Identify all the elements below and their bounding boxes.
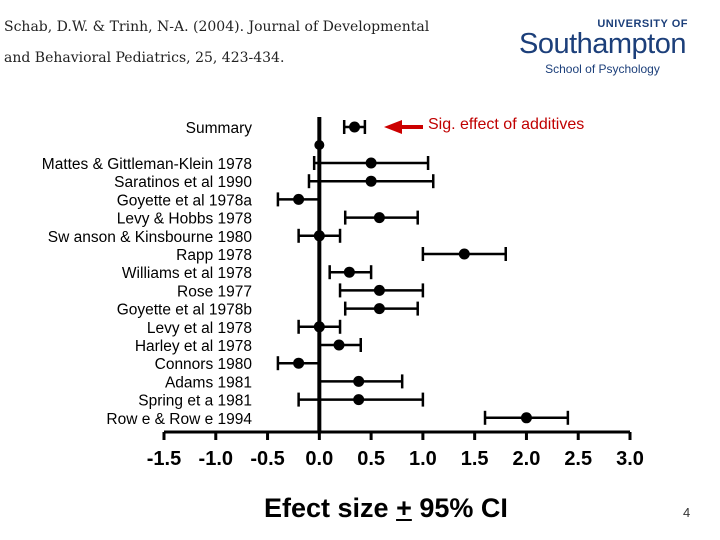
annotation-arrow-head <box>384 120 402 134</box>
study-point <box>313 230 325 242</box>
x-tick-label: -0.5 <box>250 448 284 470</box>
x-axis-label-rest: 95% CI <box>411 493 508 523</box>
x-axis-label-main: Efect size <box>264 493 397 523</box>
study-label: Row e & Row e 1994 <box>106 411 252 428</box>
study-point <box>293 357 305 369</box>
study-point <box>365 175 377 187</box>
study-label: Mattes & Gittleman-Klein 1978 <box>42 156 252 173</box>
study-label: Rose 1977 <box>177 283 252 300</box>
summary-label: Summary <box>186 120 253 137</box>
logo-main-text: Southampton <box>518 28 687 60</box>
x-tick-label: 3.0 <box>616 448 644 470</box>
logo-top-text: UNIVERSITY OF <box>597 18 688 30</box>
study-label: Levy et al 1978 <box>147 320 252 337</box>
x-tick-label: 0.5 <box>357 448 385 470</box>
study-label: Connors 1980 <box>155 356 253 373</box>
x-tick-label: -1.0 <box>199 448 233 470</box>
reference-point <box>314 140 325 150</box>
university-logo: UNIVERSITY OF Southampton School of Psyc… <box>515 18 690 76</box>
study-point <box>520 412 532 424</box>
page-number: 4 <box>683 505 691 520</box>
study-label: Goyette et al 1978a <box>117 192 253 209</box>
study-label: Rapp 1978 <box>176 247 252 264</box>
citation-line-2: and Behavioral Pediatrics, 25, 423-434. <box>4 50 285 66</box>
study-point <box>373 284 385 296</box>
x-tick-label: 2.0 <box>513 448 541 470</box>
x-axis-label: Efect size + 95% CI <box>264 493 508 524</box>
study-point <box>373 303 385 315</box>
study-point <box>353 375 365 387</box>
study-point <box>353 394 365 406</box>
study-point <box>333 339 345 351</box>
x-tick-label: -1.5 <box>147 448 181 470</box>
study-point <box>458 248 470 260</box>
study-label: Levy & Hobbs 1978 <box>117 211 252 228</box>
x-tick-label: 1.0 <box>409 448 437 470</box>
study-label: Goyette et al 1978b <box>117 302 252 319</box>
x-axis-label-plus-minus: + <box>396 493 412 523</box>
x-tick-label: 2.5 <box>564 448 592 470</box>
summary-point <box>349 121 361 133</box>
study-label: Williams et al 1978 <box>122 265 252 282</box>
study-point <box>343 266 355 278</box>
significance-annotation: Sig. effect of additives <box>428 116 585 133</box>
x-tick-label: 1.5 <box>461 448 489 470</box>
study-label: Sw anson & Kinsbourne 1980 <box>48 229 253 246</box>
citation-line-1: Schab, D.W. & Trinh, N-A. (2004). Journa… <box>4 19 430 35</box>
study-point <box>365 157 377 169</box>
study-label: Harley et al 1978 <box>135 338 252 355</box>
study-label: Saratinos et al 1990 <box>114 174 252 191</box>
study-point <box>313 321 325 333</box>
logo-sub-text: School of Psychology <box>545 62 660 76</box>
study-point <box>373 212 385 224</box>
study-point <box>293 193 305 205</box>
study-label: Adams 1981 <box>165 374 252 391</box>
x-tick-label: 0.0 <box>305 448 333 470</box>
study-label: Spring et a 1981 <box>138 393 252 410</box>
